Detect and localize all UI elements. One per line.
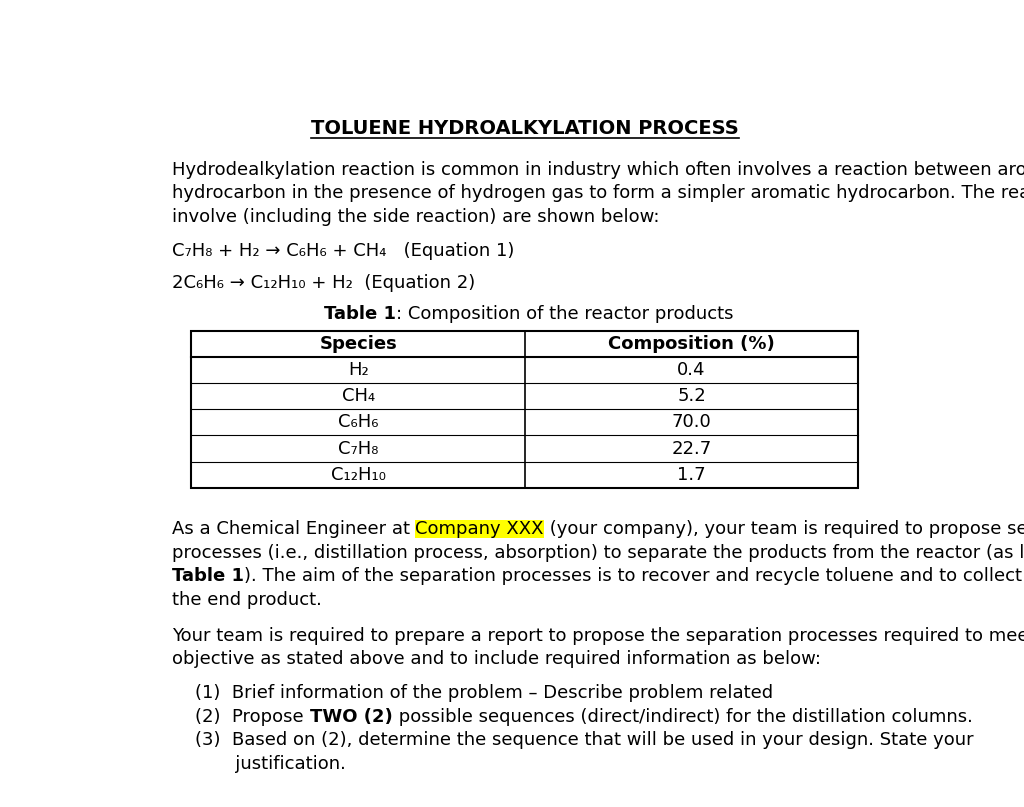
Text: ). The aim of the separation processes is to recover and recycle toluene and to : ). The aim of the separation processes i… xyxy=(244,567,1024,585)
Text: TOLUENE HYDROALKYLATION PROCESS: TOLUENE HYDROALKYLATION PROCESS xyxy=(311,119,738,137)
Text: 70.0: 70.0 xyxy=(672,413,712,432)
Text: As a Chemical Engineer at: As a Chemical Engineer at xyxy=(172,520,416,538)
Text: C₇H₈: C₇H₈ xyxy=(338,440,378,458)
Text: possible sequences (direct/indirect) for the distillation columns.: possible sequences (direct/indirect) for… xyxy=(392,708,973,725)
Text: (3)  Based on (2), determine the sequence that will be used in your design. Stat: (3) Based on (2), determine the sequence… xyxy=(196,731,974,749)
Text: 5.2: 5.2 xyxy=(677,387,706,405)
Text: justification.: justification. xyxy=(196,755,346,773)
Text: TWO (2): TWO (2) xyxy=(310,708,392,725)
Text: Your team is required to prepare a report to propose the separation processes re: Your team is required to prepare a repor… xyxy=(172,627,1024,645)
Text: Table 1: Table 1 xyxy=(324,305,396,323)
Text: H₂: H₂ xyxy=(348,362,369,379)
Text: the end product.: the end product. xyxy=(172,591,322,608)
Text: Table 1: Table 1 xyxy=(172,567,244,585)
Text: CH₄: CH₄ xyxy=(342,387,375,405)
Text: 2C₆H₆ → C₁₂H₁₀ + H₂  (Equation 2): 2C₆H₆ → C₁₂H₁₀ + H₂ (Equation 2) xyxy=(172,274,475,292)
Text: C₇H₈ + H₂ → C₆H₆ + CH₄   (Equation 1): C₇H₈ + H₂ → C₆H₆ + CH₄ (Equation 1) xyxy=(172,241,514,260)
Text: (2)  Propose: (2) Propose xyxy=(196,708,310,725)
Text: Hydrodealkylation reaction is common in industry which often involves a reaction: Hydrodealkylation reaction is common in … xyxy=(172,161,1024,179)
Bar xyxy=(416,520,544,538)
Text: involve (including the side reaction) are shown below:: involve (including the side reaction) ar… xyxy=(172,208,659,226)
Text: 0.4: 0.4 xyxy=(677,362,706,379)
Text: C₁₂H₁₀: C₁₂H₁₀ xyxy=(331,466,386,483)
Text: processes (i.e., distillation process, absorption) to separate the products from: processes (i.e., distillation process, a… xyxy=(172,544,1024,562)
Text: 22.7: 22.7 xyxy=(672,440,712,458)
Text: Company XXX: Company XXX xyxy=(416,520,544,538)
Text: C₆H₆: C₆H₆ xyxy=(338,413,379,432)
Text: Composition (%): Composition (%) xyxy=(608,335,775,353)
Text: objective as stated above and to include required information as below:: objective as stated above and to include… xyxy=(172,650,820,668)
Text: Species: Species xyxy=(319,335,397,353)
Text: : Composition of the reactor products: : Composition of the reactor products xyxy=(396,305,733,323)
Bar xyxy=(191,331,858,487)
Text: (your company), your team is required to propose separation: (your company), your team is required to… xyxy=(544,520,1024,538)
Text: (1)  Brief information of the problem – Describe problem related: (1) Brief information of the problem – D… xyxy=(196,684,773,702)
Text: 1.7: 1.7 xyxy=(677,466,706,483)
Text: hydrocarbon in the presence of hydrogen gas to form a simpler aromatic hydrocarb: hydrocarbon in the presence of hydrogen … xyxy=(172,185,1024,203)
